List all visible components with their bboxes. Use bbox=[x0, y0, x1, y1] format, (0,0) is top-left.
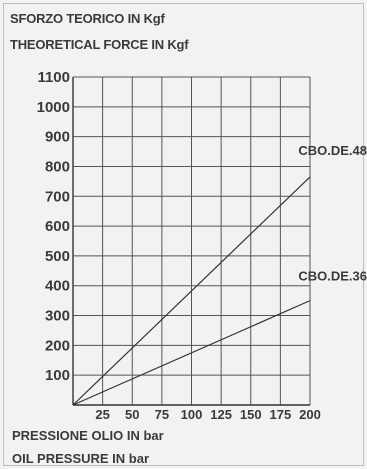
y-tick-label-1100: 1100 bbox=[37, 69, 70, 86]
y-tick-label-600: 600 bbox=[45, 218, 70, 235]
series-line-cbo-de-48 bbox=[72, 176, 311, 406]
x-tick-label-50: 50 bbox=[125, 407, 139, 422]
x-tick-label-100: 100 bbox=[181, 407, 203, 422]
x-axis-label: PRESSIONE OLIO IN bar bbox=[12, 428, 164, 443]
y-tick-label-800: 800 bbox=[45, 158, 70, 175]
x-axis-label-secondary: OIL PRESSURE IN bar bbox=[12, 451, 150, 466]
y-tick-label-700: 700 bbox=[45, 188, 70, 205]
x-tick-label-125: 125 bbox=[210, 407, 232, 422]
y-tick-label-300: 300 bbox=[45, 308, 70, 325]
chart-title: SFORZO TEORICO IN Kgf bbox=[10, 11, 165, 26]
y-tick-label-400: 400 bbox=[45, 278, 70, 295]
series-label-cbo-de-36: CBO.DE.36 bbox=[298, 269, 367, 284]
x-tick-label-25: 25 bbox=[95, 407, 109, 422]
grid bbox=[73, 76, 311, 405]
y-tick-label-1000: 1000 bbox=[37, 99, 70, 116]
chart-frame bbox=[3, 3, 364, 466]
x-tick-labels: 25 50 75 100 125 150 175 200 bbox=[95, 407, 320, 422]
x-tick-label-150: 150 bbox=[240, 407, 262, 422]
y-tick-label-900: 900 bbox=[45, 129, 70, 146]
series-labels: CBO.DE.48 CBO.DE.36 bbox=[298, 143, 367, 284]
x-tick-label-200: 200 bbox=[299, 407, 321, 422]
chart-subtitle: THEORETICAL FORCE IN Kgf bbox=[10, 37, 189, 52]
x-tick-label-75: 75 bbox=[155, 407, 169, 422]
y-tick-labels: 100 200 300 400 500 600 700 800 900 1000 1100 bbox=[37, 69, 70, 384]
x-tick-label-175: 175 bbox=[270, 407, 292, 422]
series-lines bbox=[72, 176, 311, 406]
axes bbox=[72, 77, 310, 406]
y-tick-label-200: 200 bbox=[45, 337, 70, 354]
series-label-cbo-de-48: CBO.DE.48 bbox=[298, 143, 367, 158]
y-tick-label-100: 100 bbox=[45, 367, 70, 384]
y-tick-label-500: 500 bbox=[45, 248, 70, 265]
series-line-cbo-de-36 bbox=[72, 300, 311, 406]
